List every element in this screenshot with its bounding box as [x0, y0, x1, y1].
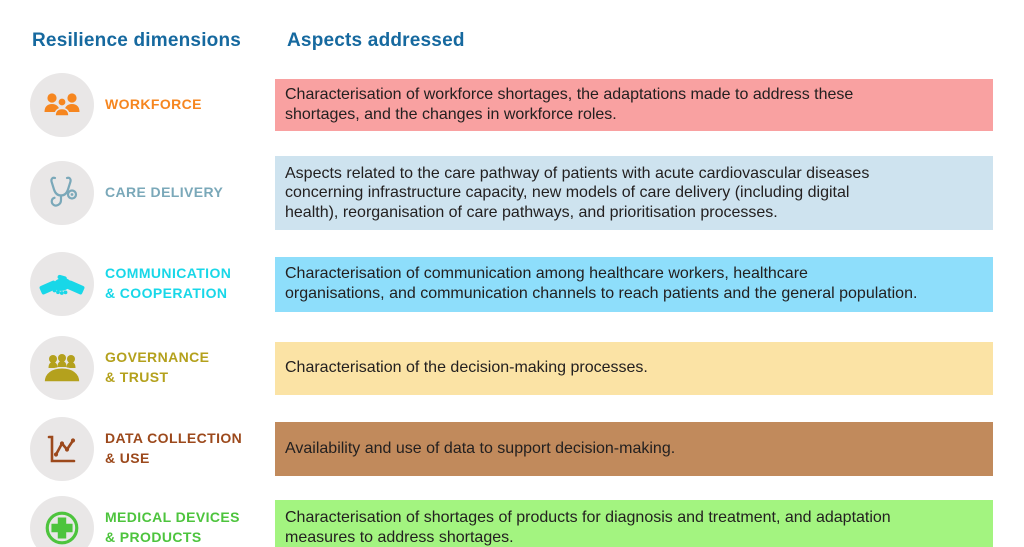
label-communication-cooperation: COMMUNICATION & COOPERATION [105, 265, 232, 301]
aspect-box-governance: Characterisation of the decision-making … [275, 341, 993, 395]
row-data-collection-use: DATA COLLECTION & USE Availability and u… [0, 417, 1024, 481]
label-data-collection-use: DATA COLLECTION & USE [105, 430, 243, 466]
row-medical-devices-products: MEDICAL DEVICES & PRODUCTS Characterisat… [0, 496, 1024, 547]
label-workforce: WORKFORCE [105, 96, 202, 113]
label-medical-devices-products: MEDICAL DEVICES & PRODUCTS [105, 509, 240, 545]
label-governance-trust: GOVERNANCE & TRUST [105, 349, 210, 385]
row-communication-cooperation: COMMUNICATION & COOPERATION Characterisa… [0, 252, 1024, 316]
aspect-box-medical-devices: Characterisation of shortages of product… [275, 500, 993, 547]
row-care-delivery: CARE DELIVERY Aspects related to the car… [0, 156, 1024, 230]
stethoscope-icon [30, 161, 94, 225]
dimension-rows: WORKFORCE Characterisation of workforce … [0, 73, 1024, 547]
people-group-icon [30, 73, 94, 137]
label-care-delivery: CARE DELIVERY [105, 184, 224, 201]
column-headers: Resilience dimensions Aspects addressed [0, 30, 1024, 52]
resilience-dimensions-header: Resilience dimensions [32, 30, 242, 51]
handshake-icon [30, 252, 94, 316]
medical-cross-icon [30, 496, 94, 547]
aspect-box-data: Availability and use of data to support … [275, 422, 993, 476]
row-workforce: WORKFORCE Characterisation of workforce … [0, 73, 1024, 137]
aspect-box-workforce: Characterisation of workforce shortages,… [275, 79, 993, 131]
aspect-box-communication: Characterisation of communication among … [275, 256, 993, 312]
meeting-icon [30, 336, 94, 400]
aspect-box-care-delivery: Aspects related to the care pathway of p… [275, 156, 993, 230]
aspects-addressed-header: Aspects addressed [287, 30, 465, 51]
row-governance-trust: GOVERNANCE & TRUST Characterisation of t… [0, 336, 1024, 400]
chart-line-icon [30, 417, 94, 481]
